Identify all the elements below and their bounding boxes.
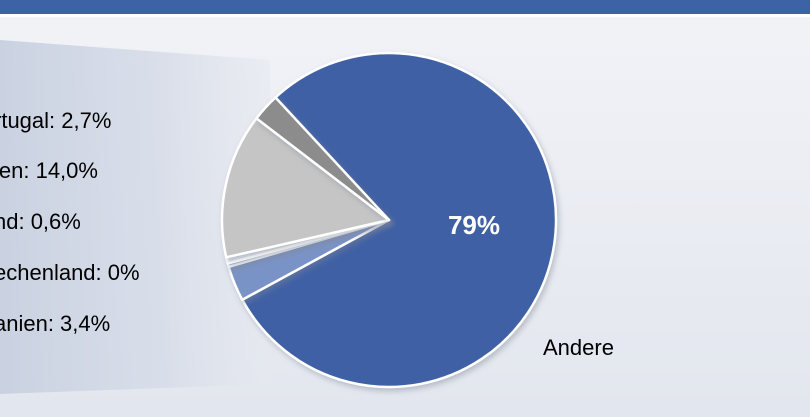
header-divider [0, 14, 810, 17]
callout-label-griechenland: echenland: 0% [0, 260, 140, 285]
pie-slice-andere [241, 51, 558, 389]
callout-label-spanien: anien: 3,4% [0, 311, 110, 336]
callout-label-irland: nd: 0,6% [0, 209, 81, 234]
callout-label-portugal: rtugal: 2,7% [0, 108, 111, 133]
category-label-andere: Andere [543, 335, 614, 360]
callout-label-italien: ien: 14,0% [0, 158, 98, 183]
callout-band [0, 40, 272, 394]
pie-slices [220, 51, 558, 389]
pie-slice-italien [220, 117, 391, 259]
pie-slice-portugal [255, 96, 391, 222]
header-bar [0, 0, 810, 14]
data-label-andere: 79% [448, 210, 500, 240]
